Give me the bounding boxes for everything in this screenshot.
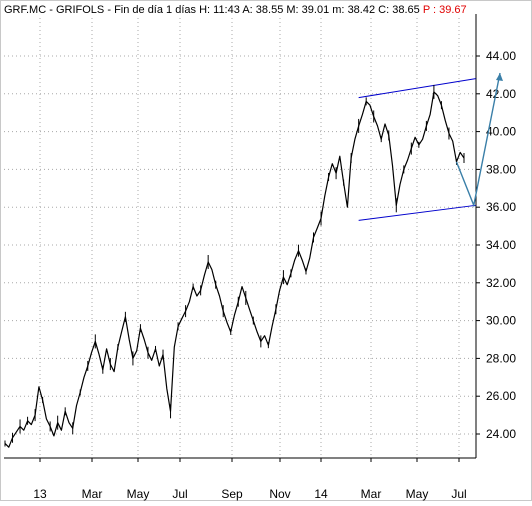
y-tick-label: 40.00	[486, 125, 516, 139]
y-tick-label: 30.00	[486, 314, 516, 328]
period-label: Fin de día 1 días	[114, 4, 196, 16]
instrument-name: GRIFOLS	[56, 4, 104, 16]
y-tick-label: 42.00	[486, 87, 516, 101]
x-tick-label: 13	[33, 487, 47, 501]
x-tick-label: Sep	[221, 487, 243, 501]
x-tick-label: May	[127, 487, 150, 501]
p-value: 39.67	[439, 4, 467, 16]
x-axis: 13 Mar May Jul Sep Nov 14 Mar May Jul	[4, 457, 476, 501]
p-label: P :	[423, 4, 436, 16]
projection-arrow	[455, 72, 503, 208]
y-tick-label: 26.00	[486, 389, 516, 403]
y-tick-label: 28.00	[486, 351, 516, 365]
trend-line	[358, 204, 476, 221]
symbol: GRF.MC	[4, 4, 46, 16]
h-value: 11:43	[213, 4, 240, 16]
price-line	[4, 91, 465, 448]
h-label: H:	[199, 4, 210, 16]
chart-header: GRF.MC - GRIFOLS - Fin de día 1 días H: …	[4, 4, 467, 16]
x-tick-label: 14	[314, 487, 328, 501]
c-value: 38.65	[392, 4, 420, 16]
x-tick-label: May	[406, 487, 429, 501]
trend-line	[358, 78, 476, 99]
x-tick-label: Mar	[361, 487, 382, 501]
price-series	[4, 84, 465, 448]
x-tick-label: Jul	[451, 487, 466, 501]
trend-channel	[358, 78, 476, 221]
y-tick-label: 44.00	[486, 49, 516, 63]
y-tick-label: 24.00	[486, 427, 516, 441]
m-low-label: m:	[332, 4, 344, 16]
y-tick-label: 32.00	[486, 276, 516, 290]
y-tick-label: 34.00	[486, 238, 516, 252]
y-tick-label: 36.00	[486, 200, 516, 214]
x-tick-label: Nov	[269, 487, 290, 501]
a-value: 38.55	[256, 4, 284, 16]
y-tick-label: 38.00	[486, 162, 516, 176]
projection-arrowhead	[496, 73, 503, 82]
m-high-label: M:	[286, 4, 298, 16]
c-label: C:	[378, 4, 389, 16]
x-tick-label: Mar	[82, 487, 103, 501]
grid	[4, 18, 476, 458]
m-low-value: 38.42	[348, 4, 376, 16]
projection-path	[455, 72, 501, 208]
x-tick-label: Jul	[172, 487, 187, 501]
a-label: A:	[242, 4, 252, 16]
y-axis: 24.00 26.00 28.00 30.00 32.00 34.00 36.00 38.00…	[475, 14, 516, 458]
m-high-value: 39.01	[302, 4, 330, 16]
